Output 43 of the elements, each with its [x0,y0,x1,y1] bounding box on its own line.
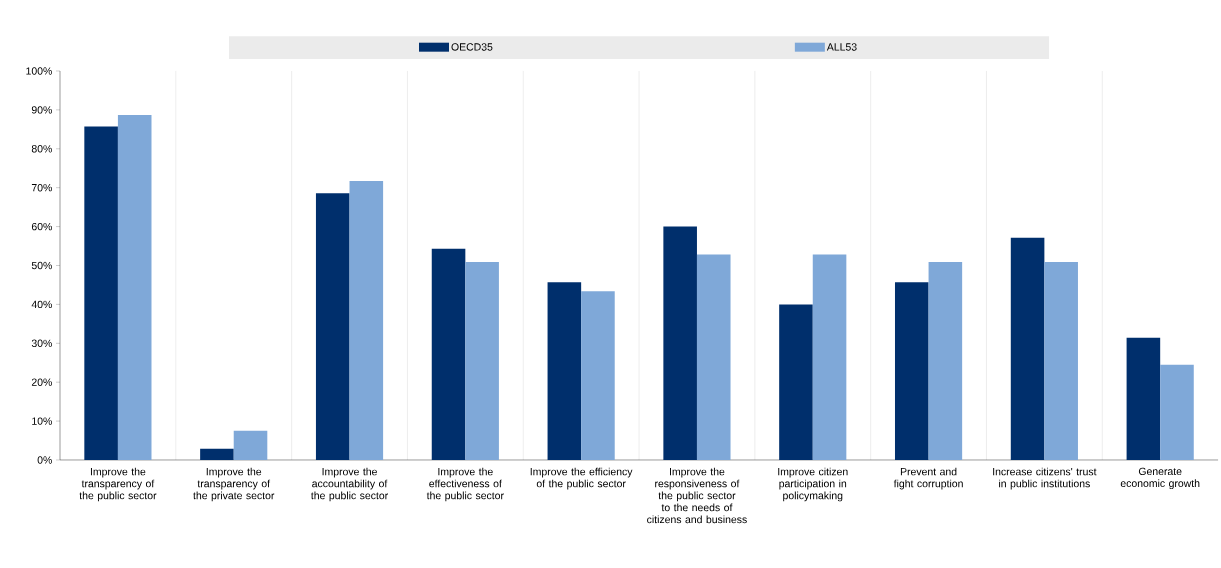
bar [117,114,152,460]
bar [696,254,731,460]
x-tick-label: Generate economic growth [1120,467,1200,490]
x-tick-label: Prevent and fight corruption [893,467,963,490]
bar [928,261,963,460]
bar [465,261,499,460]
y-tick-label: 0% [37,456,52,464]
y-tick-label: 10% [32,417,52,425]
legend-label: ALL53 [826,43,857,51]
bar [581,291,615,460]
legend-label: OECD35 [451,43,493,51]
bar [812,254,847,460]
y-tick-label: 20% [31,378,52,386]
bar [1126,337,1161,460]
bar [1044,261,1078,460]
bar [1160,364,1194,460]
bar [1010,237,1045,460]
bar [547,282,582,460]
bar [431,248,466,460]
bar [200,448,234,460]
bar [315,193,350,460]
y-tick-label: 70% [31,183,52,192]
y-tick-label: 30% [31,339,52,347]
x-tick-label: Improve the transparency of the private sector [193,467,275,502]
y-tick-label: 40% [31,300,52,309]
y-tick-label: 90% [31,106,52,114]
x-tick-label: Improve the accountability of the public sector [311,467,389,502]
bar [663,226,697,460]
x-tick-label: Improve the effectiveness of the public sector [426,467,504,502]
y-tick-label: 80% [31,145,52,153]
y-tick-label: 60% [31,222,52,231]
x-tick-label: Improve citizen participation in policymaking [778,467,848,502]
bar [233,430,268,460]
x-tick-label: Improve the responsiveness of the public sector to the needs of citizens and business [647,467,747,524]
bar [894,282,929,460]
bar [779,304,813,460]
bar [84,126,118,460]
y-tick-label: 50% [31,261,52,270]
x-tick-label: Improve the efficiency of the public sector [530,467,633,490]
x-tick-label: Increase citizens' trust in public institutions [993,467,1097,490]
y-tick-label: 100% [26,67,52,75]
bar [349,181,384,460]
x-tick-label: Improve the transparency of the public sector [79,467,157,502]
